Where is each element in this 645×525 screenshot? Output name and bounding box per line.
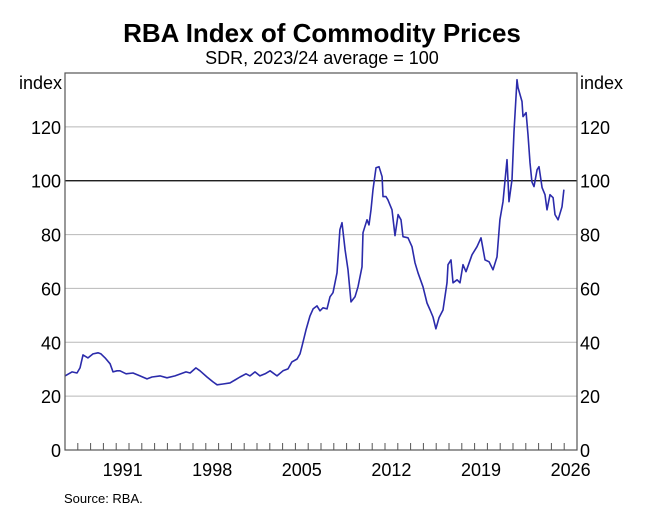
y-tick-label-left: 20 xyxy=(41,387,61,407)
y-tick-label-right: 0 xyxy=(580,441,590,461)
y-tick-label-left: 0 xyxy=(51,441,61,461)
y-tick-label-left: 60 xyxy=(41,279,61,299)
y-tick-labels: 0 0 20 20 40 40 60 60 80 80 100 100 120 120 xyxy=(31,118,610,461)
chart-subtitle: SDR, 2023/24 average = 100 xyxy=(205,48,439,68)
y-axis-label-right: index xyxy=(580,73,623,93)
x-tick-label: 2019 xyxy=(461,460,501,480)
x-tick-label: 1991 xyxy=(103,460,143,480)
y-tick-label-right: 40 xyxy=(580,333,600,353)
chart-title: RBA Index of Commodity Prices xyxy=(123,18,521,48)
y-tick-label-left: 40 xyxy=(41,333,61,353)
x-tick-label: 2005 xyxy=(282,460,322,480)
y-tick-label-left: 100 xyxy=(31,172,61,192)
commodity-index-line xyxy=(64,78,565,386)
y-tick-label-left: 120 xyxy=(31,118,61,138)
gridlines xyxy=(65,126,577,397)
y-tick-label-right: 60 xyxy=(580,279,600,299)
y-tick-label-right: 80 xyxy=(580,226,600,246)
y-tick-label-right: 120 xyxy=(580,118,610,138)
y-tick-label-left: 80 xyxy=(41,226,61,246)
x-tick-label: 1998 xyxy=(192,460,232,480)
x-tick-label: 2012 xyxy=(371,460,411,480)
plot-frame xyxy=(64,72,578,451)
y-tick-label-right: 20 xyxy=(580,387,600,407)
source-note: Source: RBA. xyxy=(64,491,143,506)
x-tick-label: 2026 xyxy=(551,460,591,480)
series-layer xyxy=(64,78,565,386)
y-tick-label-right: 100 xyxy=(580,172,610,192)
y-axis-label-left: index xyxy=(19,73,62,93)
x-axis-ticks: 1991 1998 2005 2012 2019 2026 xyxy=(77,443,591,480)
